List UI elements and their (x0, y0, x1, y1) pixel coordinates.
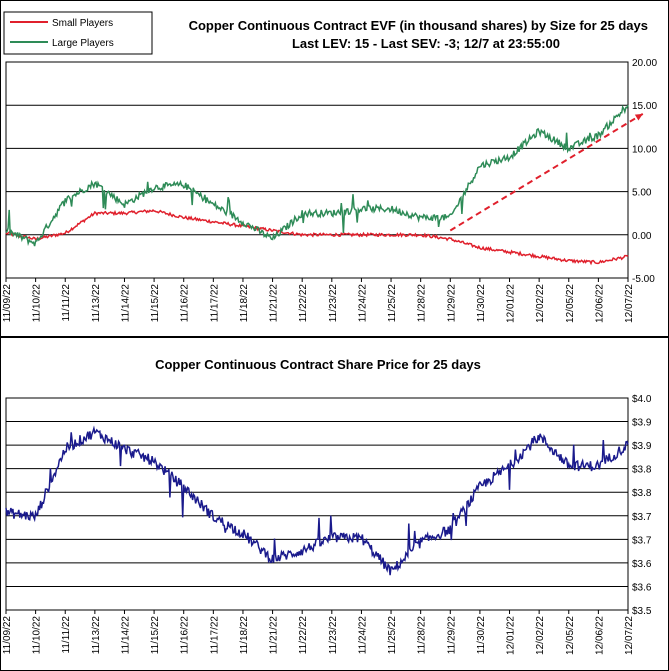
price-x-tick-label: 11/22/22 (298, 616, 309, 655)
price-y-tick-label: $3.6 (632, 582, 652, 593)
evf-plot-border (5, 61, 629, 279)
price-plot-area: $3.5 $3.6 $3.6 $3.7 $3.7 $3.8 $3.8 $3.9 $3.9 $4.0… (2, 394, 652, 655)
evf-y-tick-label: 10.00 (632, 144, 657, 155)
price-y-tick-label: $3.8 (632, 488, 652, 499)
evf-series-line-2 (5, 104, 629, 247)
evf-series-line-1 (5, 209, 629, 266)
price-x-tick-label: 12/05/22 (565, 616, 576, 655)
evf-legend: Small Players Large Players (3, 11, 153, 55)
price-x-tick-label: 12/06/22 (594, 616, 605, 655)
price-x-tick-label: 11/16/22 (180, 616, 191, 655)
price-x-tick-label: 11/25/22 (387, 616, 398, 655)
price-x-tick-label: 11/13/22 (91, 616, 102, 655)
price-x-tick-label: 11/30/22 (476, 616, 487, 655)
price-y-tick-label: $3.5 (632, 606, 652, 617)
evf-y-tick-label: 15.00 (632, 101, 657, 112)
evf-x-tick-label: 11/28/22 (417, 284, 428, 323)
evf-x-tick-label: 11/11/22 (61, 284, 72, 322)
trend-arrow-head (634, 113, 643, 121)
evf-x-tick-label: 11/29/22 (446, 284, 457, 323)
price-x-tick-label: 11/24/22 (357, 616, 368, 655)
price-x-tick-label: 12/01/22 (506, 616, 517, 655)
evf-x-tick-label: 12/07/22 (624, 284, 635, 323)
price-y-tick-label: $3.9 (632, 441, 652, 452)
price-y-tick-label: $3.8 (632, 465, 652, 476)
evf-y-tick-label: 0.00 (632, 231, 652, 242)
evf-chart-panel: Copper Continuous Contract EVF (in thous… (0, 0, 669, 337)
legend-label-small: Small Players (52, 18, 113, 29)
evf-chart-title: Copper Continuous Contract EVF (in thous… (189, 18, 648, 33)
evf-y-tick-label: 5.00 (632, 188, 652, 199)
price-x-tick-label: 12/07/22 (624, 616, 635, 655)
price-x-tick-label: 11/14/22 (120, 616, 131, 655)
evf-x-tick-label: 11/24/22 (357, 284, 368, 323)
price-y-tick-label: $3.6 (632, 559, 652, 570)
evf-x-tick-label: 11/17/22 (209, 284, 220, 323)
price-y-tick-label: $3.9 (632, 418, 652, 429)
price-x-tick-label: 11/15/22 (150, 616, 161, 655)
evf-x-tick-label: 12/05/22 (565, 284, 576, 323)
evf-chart-subtitle: Last LEV: 15 - Last SEV: -3; 12/7 at 23:… (292, 36, 560, 51)
price-x-tick-label: 11/18/22 (239, 616, 250, 655)
evf-y-tick-label: 20.00 (632, 58, 657, 69)
evf-x-tick-label: 11/15/22 (150, 284, 161, 323)
price-y-tick-label: $4.0 (632, 394, 652, 405)
price-x-tick-label: 11/09/22 (2, 616, 13, 655)
evf-y-tick-label: -5.00 (632, 274, 655, 285)
price-x-tick-label: 11/10/22 (32, 616, 43, 655)
price-plot-border (5, 397, 629, 611)
evf-x-tick-label: 11/30/22 (476, 284, 487, 323)
legend-label-large: Large Players (52, 38, 114, 49)
evf-x-tick-label: 11/21/22 (269, 284, 280, 323)
price-x-tick-label: 11/21/22 (269, 616, 280, 655)
evf-x-tick-label: 11/23/22 (328, 284, 339, 323)
evf-x-tick-label: 11/13/22 (91, 284, 102, 323)
price-chart-title: Copper Continuous Contract Share Price f… (155, 357, 481, 372)
price-series-line-1 (5, 425, 629, 576)
evf-x-tick-label: 11/22/22 (298, 284, 309, 323)
evf-x-tick-label: 11/16/22 (180, 284, 191, 323)
evf-x-tick-label: 11/10/22 (32, 284, 43, 323)
evf-x-tick-label: 11/14/22 (120, 284, 131, 323)
price-x-tick-label: 11/23/22 (328, 616, 339, 655)
price-y-tick-label: $3.7 (632, 512, 652, 523)
price-y-tick-label: $3.7 (632, 535, 652, 546)
evf-plot-area: -5.00 0.00 5.00 10.00 15.00 20.00 11/09/22 11/1… (2, 58, 657, 323)
trend-arrow-line (449, 112, 644, 232)
evf-x-tick-label: 12/02/22 (535, 284, 546, 323)
price-x-tick-label: 11/29/22 (446, 616, 457, 655)
evf-x-tick-label: 11/25/22 (387, 284, 398, 323)
evf-x-tick-label: 11/09/22 (2, 284, 13, 323)
evf-x-tick-label: 11/18/22 (239, 284, 250, 323)
evf-x-tick-label: 12/01/22 (506, 284, 517, 323)
price-chart-panel: Copper Continuous Contract Share Price f… (0, 337, 669, 671)
evf-x-tick-label: 12/06/22 (594, 284, 605, 323)
price-x-tick-label: 12/02/22 (535, 616, 546, 655)
price-x-tick-label: 11/28/22 (417, 616, 428, 655)
price-x-tick-label: 11/11/22 (61, 616, 72, 654)
price-x-tick-label: 11/17/22 (209, 616, 220, 655)
